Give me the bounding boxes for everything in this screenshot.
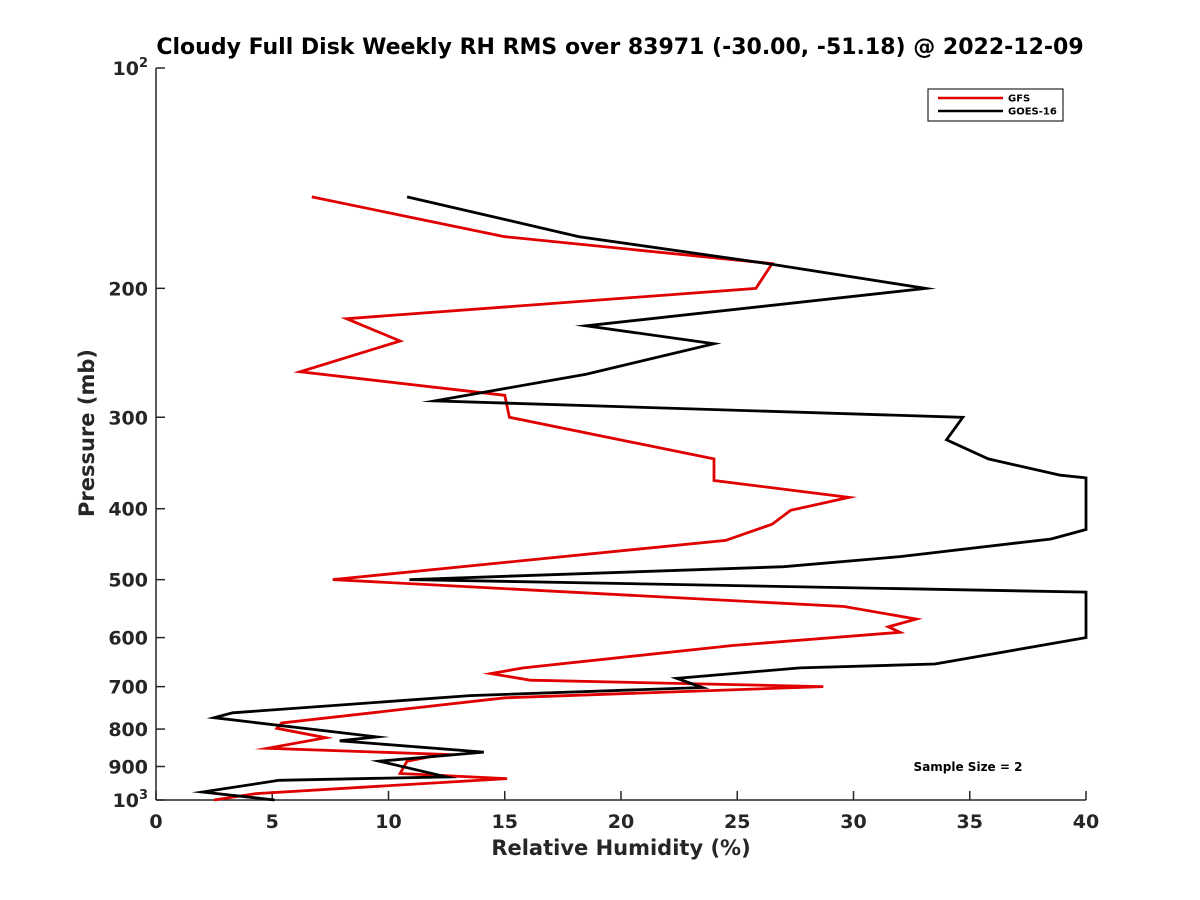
series-line-goes-16 bbox=[191, 195, 1088, 802]
y-tick-label: 500 bbox=[108, 570, 148, 592]
x-axis-ticks: 0 5 10 15 20 25 30 35 40 bbox=[149, 791, 1099, 833]
x-tick-label: 15 bbox=[492, 811, 518, 833]
x-tick-label: 20 bbox=[608, 811, 634, 833]
series-layer bbox=[191, 195, 1088, 802]
legend: GFS GOES-16 bbox=[927, 88, 1064, 122]
y-tick-label: 103 bbox=[113, 788, 149, 812]
legend-box bbox=[927, 88, 1064, 122]
legend-label: GOES-16 bbox=[1008, 107, 1057, 118]
x-tick-label: 35 bbox=[957, 811, 983, 833]
x-tick-label: 10 bbox=[375, 811, 401, 833]
y-tick-label: 700 bbox=[108, 677, 148, 699]
sample-size-annotation: Sample Size = 2 bbox=[914, 760, 1023, 774]
y-tick-label: 300 bbox=[108, 407, 148, 429]
x-tick-label: 40 bbox=[1073, 811, 1099, 833]
chart-title: Cloudy Full Disk Weekly RH RMS over 8397… bbox=[156, 35, 1083, 60]
y-tick-label: 800 bbox=[108, 719, 148, 741]
x-tick-label: 25 bbox=[724, 811, 750, 833]
y-tick-label: 200 bbox=[108, 278, 148, 300]
y-tick-label: 600 bbox=[108, 628, 148, 650]
x-tick-label: 0 bbox=[149, 811, 162, 833]
x-axis-label: Relative Humidity (%) bbox=[491, 836, 750, 860]
x-tick-label: 30 bbox=[840, 811, 866, 833]
y-tick-label: 900 bbox=[108, 757, 148, 779]
y-tick-label: 400 bbox=[108, 499, 148, 521]
series-line-gfs bbox=[213, 195, 923, 802]
legend-label: GFS bbox=[1008, 94, 1030, 105]
y-axis-label: Pressure (mb) bbox=[75, 349, 99, 517]
y-axis-ticks: 102 200 300 400 500 600 700 800 900 103 bbox=[108, 56, 165, 812]
x-tick-label: 5 bbox=[266, 811, 279, 833]
y-tick-label: 102 bbox=[113, 56, 149, 80]
